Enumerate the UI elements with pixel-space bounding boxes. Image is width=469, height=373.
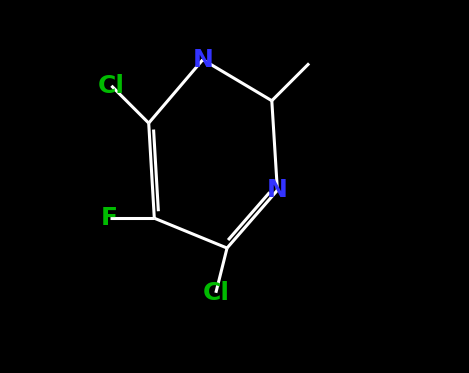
Text: Cl: Cl bbox=[202, 281, 229, 305]
Text: N: N bbox=[192, 48, 213, 72]
Text: Cl: Cl bbox=[98, 74, 125, 98]
Text: F: F bbox=[101, 206, 118, 230]
Text: N: N bbox=[267, 178, 288, 202]
